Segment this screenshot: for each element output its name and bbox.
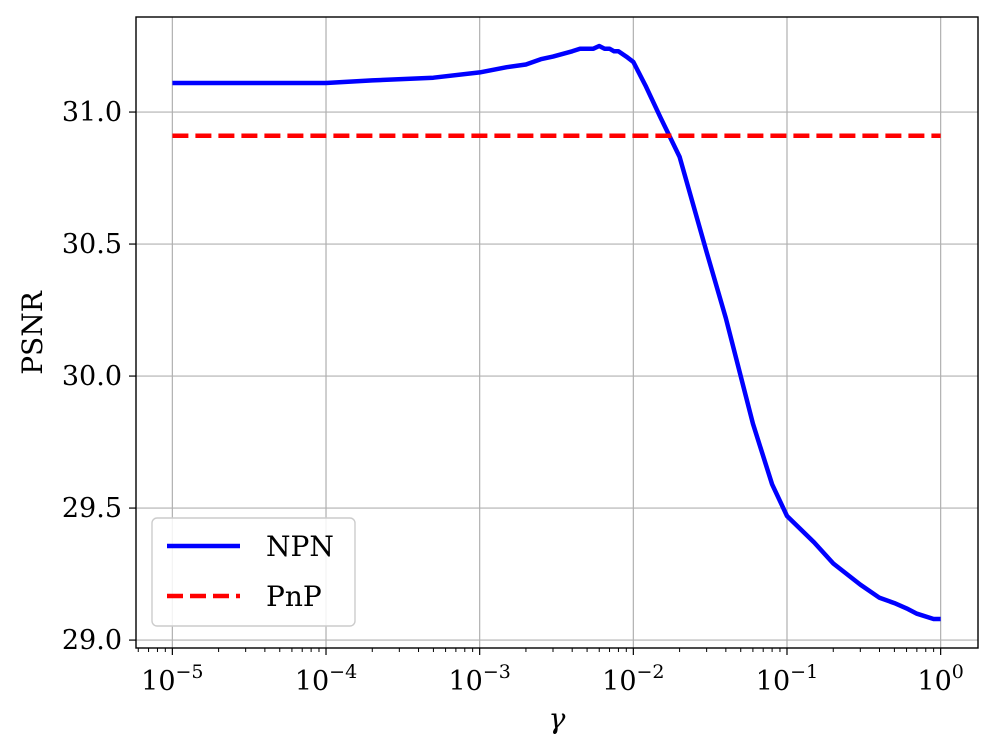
y-tick-label: 30.0: [62, 361, 122, 392]
plot-frame: [135, 16, 979, 649]
y-tick-label: 29.5: [62, 493, 122, 524]
x-tick-label: 10−4: [295, 661, 357, 697]
y-tick-label: 30.5: [62, 229, 122, 260]
series-line-npn: [172, 43, 941, 622]
legend-label-npn: NPN: [266, 530, 334, 563]
x-tick-label: 100: [917, 661, 963, 697]
x-tick-label: 10−5: [141, 661, 203, 697]
x-tick-label: 10−1: [756, 661, 818, 697]
y-tick-label: 29.0: [62, 625, 122, 656]
legend: NPN PnP: [151, 517, 356, 627]
grid-lines: [136, 17, 978, 648]
data-series: [172, 43, 941, 622]
x-tick-label: 10−2: [602, 661, 664, 697]
x-tick-label: 10−3: [448, 661, 510, 697]
y-tick-label: 31.0: [62, 97, 122, 128]
legend-label-pnp: PnP: [266, 580, 322, 613]
y-axis-label: PSNR: [16, 290, 49, 375]
x-axis-label: γ: [549, 702, 566, 735]
axis-ticks: 10−5 10−4 10−3 10−2 10−1 100 29.0 29.5 30.0 30.5 3…: [62, 97, 964, 697]
